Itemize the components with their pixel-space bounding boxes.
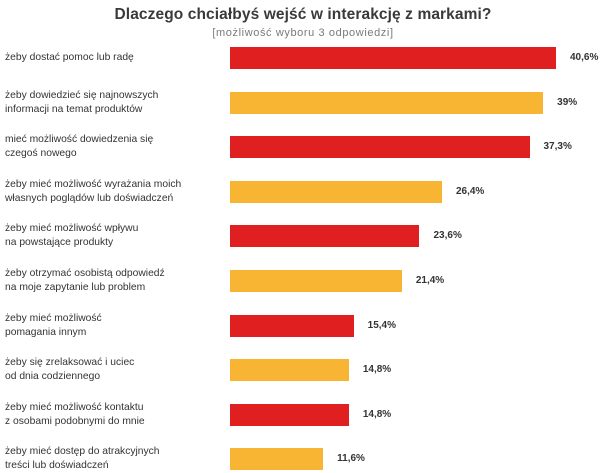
value-label: 39%: [557, 96, 578, 108]
chart-subtitle: [możliwość wyboru 3 odpowiedzi]: [212, 27, 394, 39]
category-label: żeby otrzymać osobistą odpowiedź na moje…: [5, 268, 165, 293]
value-label: 14,8%: [362, 364, 392, 376]
bar: [230, 359, 349, 382]
chart-title: Dlaczego chciałbyś wejść w interakcję z …: [114, 6, 492, 23]
category-label: żeby się zrelaksować i uciec od dnia cod…: [5, 357, 135, 383]
bar: [230, 136, 530, 159]
bar: [230, 314, 354, 337]
category-label: żeby mieć możliwość wyrażania moich włas…: [5, 178, 182, 204]
category-label: żeby mieć możliwość kontaktu z osobami p…: [5, 401, 145, 427]
bar: [230, 270, 402, 292]
bar: [230, 403, 349, 426]
bar: [230, 448, 324, 471]
value-label: 40,6%: [570, 52, 599, 63]
bar: [230, 47, 556, 69]
bar: [230, 225, 420, 248]
bar: [230, 180, 442, 203]
category-label: mieć możliwość dowiedzenia się czegoś no…: [5, 134, 154, 160]
category-label: żeby mieć możliwość pomagania innym: [5, 312, 102, 338]
category-label: żeby dowiedzieć się najnowszych informac…: [5, 89, 159, 115]
value-label: 11,6%: [337, 453, 365, 465]
bar: [230, 91, 544, 114]
value-label: 23,6%: [433, 230, 462, 242]
value-label: 15,4%: [367, 319, 396, 331]
value-label: 21,4%: [415, 275, 445, 286]
value-label: 37,3%: [543, 141, 572, 153]
category-label: żeby dostać pomoc lub radę: [5, 52, 134, 63]
category-label: żeby mieć dostęp do atrakcyjnych treści …: [5, 446, 160, 472]
value-label: 26,4%: [455, 185, 485, 197]
value-label: 14,8%: [362, 408, 392, 420]
category-label: żeby mieć możliwość wpływu na powstające…: [5, 223, 139, 249]
